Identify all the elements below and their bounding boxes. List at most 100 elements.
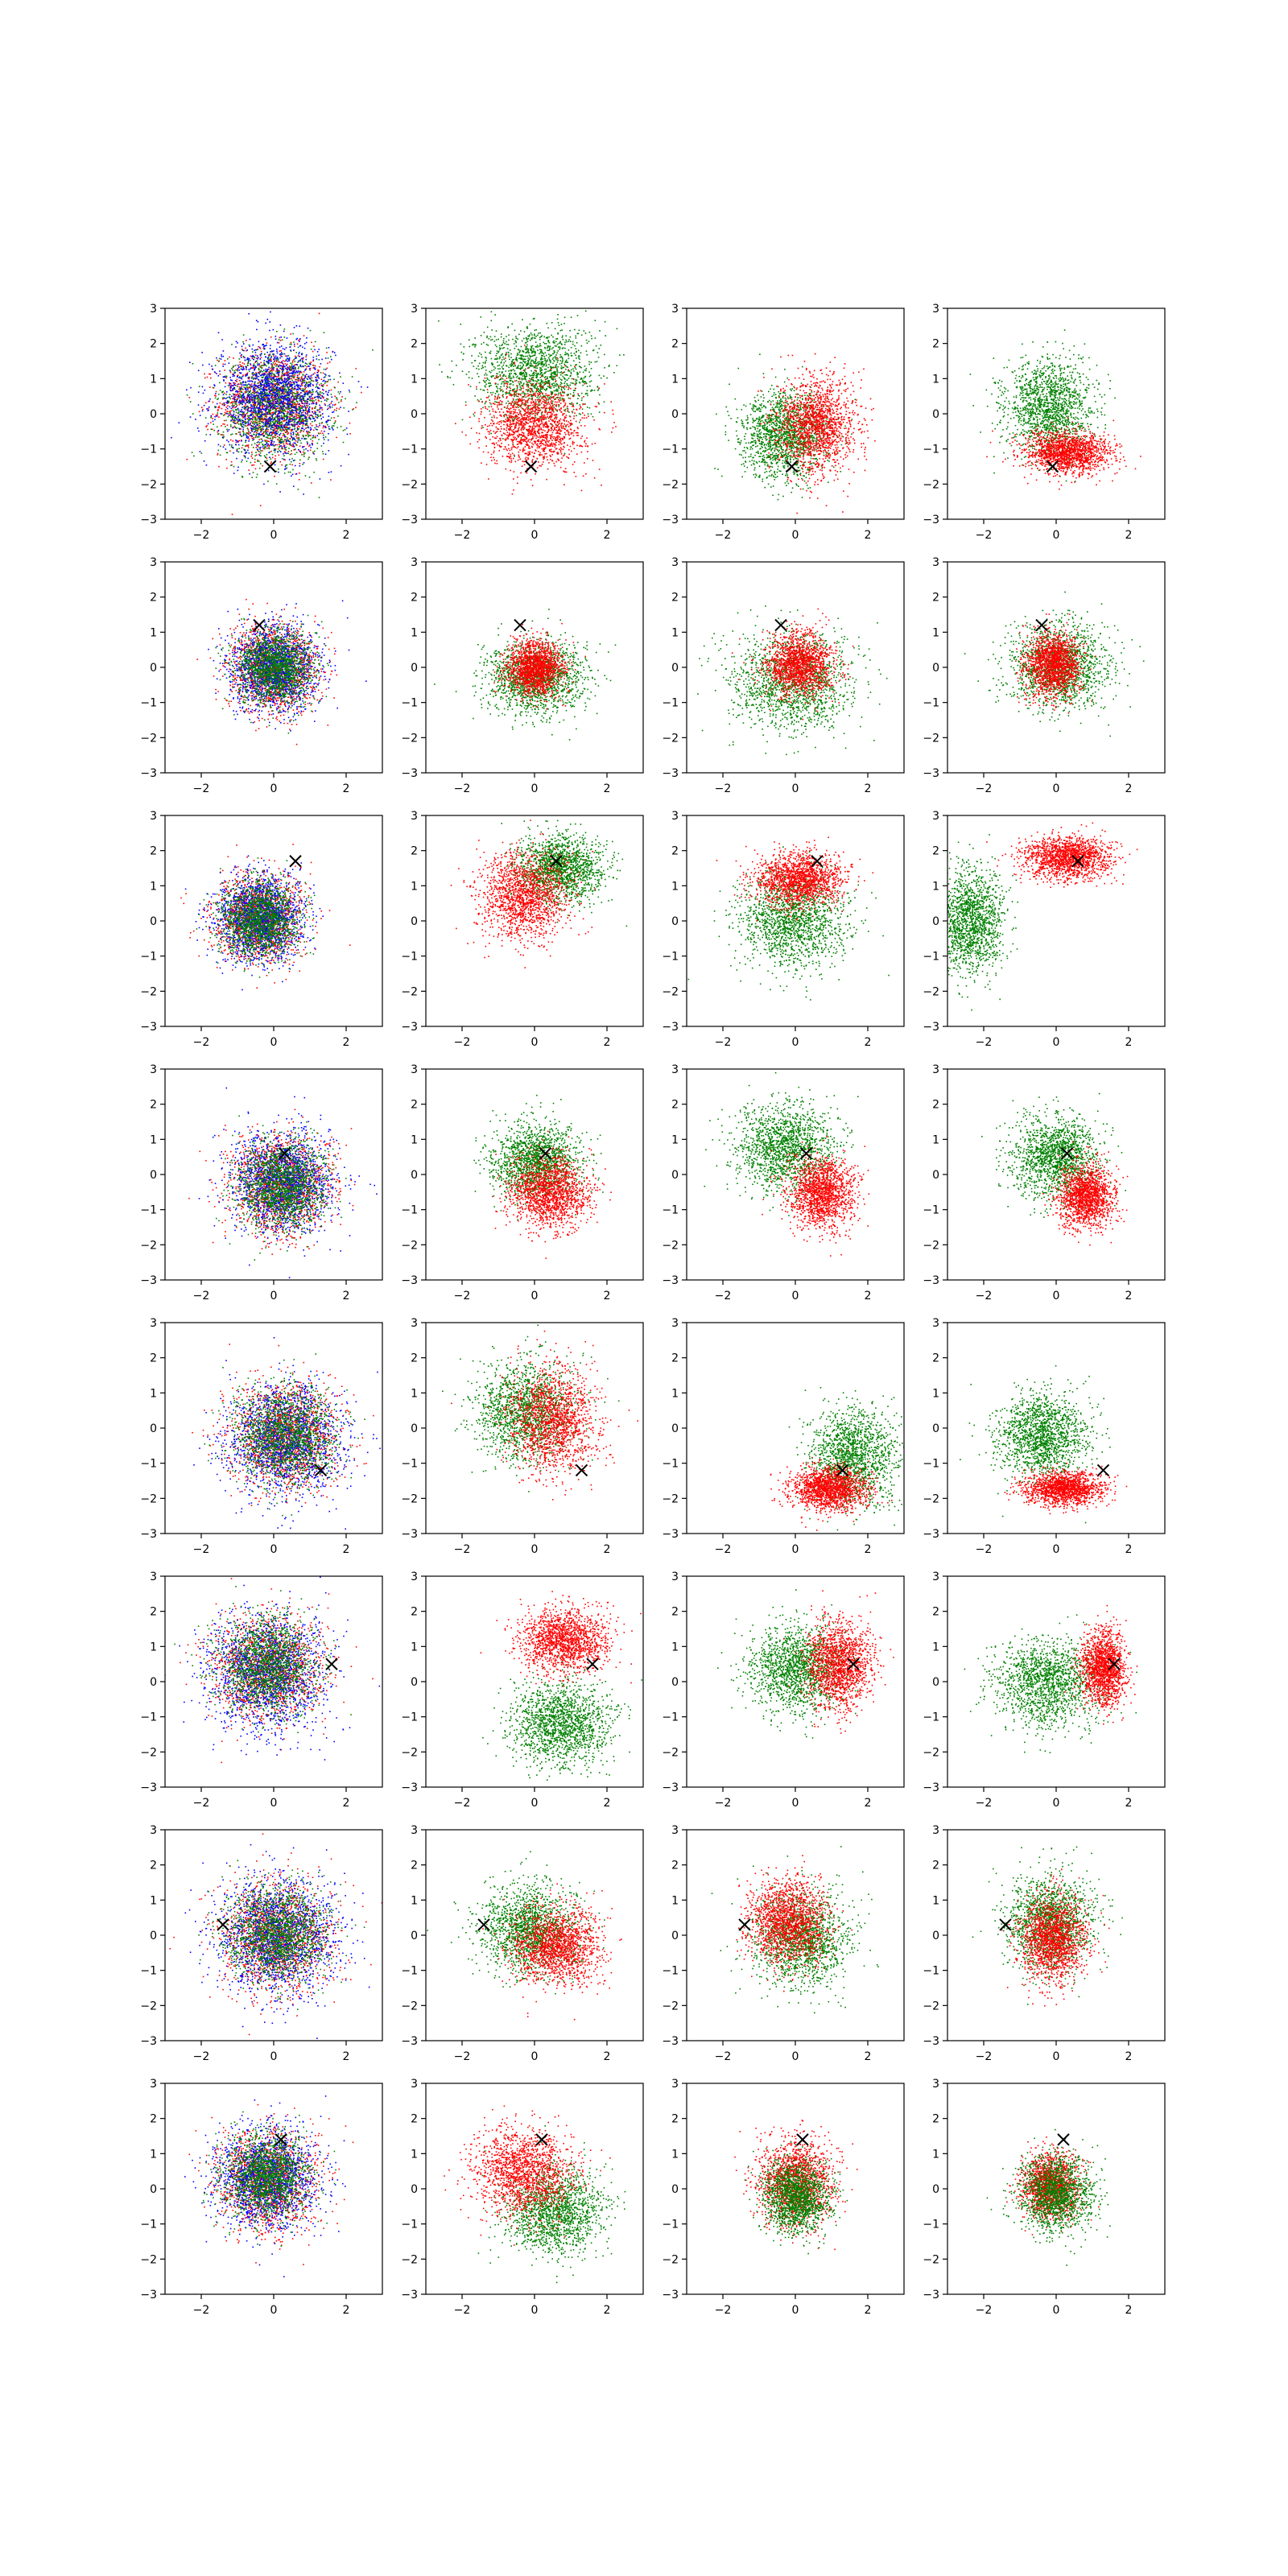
- data-point: [275, 411, 277, 413]
- data-point: [262, 344, 264, 345]
- data-point: [254, 390, 256, 392]
- data-point: [260, 391, 262, 393]
- data-point: [257, 445, 258, 447]
- data-point: [262, 444, 263, 445]
- data-point: [251, 397, 253, 398]
- data-point: [558, 346, 559, 348]
- data-point: [306, 405, 308, 407]
- data-point: [271, 388, 273, 390]
- data-point: [277, 393, 279, 394]
- data-point: [237, 376, 238, 378]
- data-point: [257, 431, 258, 432]
- data-point: [334, 387, 336, 389]
- data-point: [270, 423, 271, 425]
- data-point: [307, 443, 308, 444]
- data-point: [250, 369, 251, 370]
- data-point: [279, 438, 281, 440]
- data-point: [239, 440, 241, 442]
- data-point: [241, 357, 242, 358]
- data-point: [328, 426, 330, 427]
- data-point: [264, 353, 266, 355]
- data-point: [356, 368, 357, 369]
- data-point: [210, 417, 212, 419]
- data-point: [295, 444, 297, 446]
- data-point: [254, 378, 256, 379]
- data-point: [320, 478, 321, 480]
- data-point: [288, 421, 290, 423]
- data-point: [217, 427, 218, 428]
- data-point: [263, 396, 265, 398]
- data-point: [274, 381, 275, 382]
- data-point: [242, 362, 244, 364]
- data-point: [234, 384, 236, 386]
- data-point: [248, 369, 250, 370]
- data-point: [219, 406, 221, 407]
- data-point: [323, 416, 324, 418]
- data-point: [546, 365, 547, 367]
- data-point: [242, 384, 243, 386]
- data-point: [281, 352, 283, 353]
- data-point: [278, 374, 279, 376]
- data-point: [603, 375, 605, 377]
- data-point: [278, 361, 279, 363]
- data-point: [297, 389, 299, 390]
- data-point: [252, 407, 254, 409]
- data-point: [277, 436, 279, 438]
- data-point: [230, 424, 232, 426]
- data-point: [292, 403, 294, 405]
- data-point: [239, 386, 241, 388]
- data-point: [222, 365, 224, 367]
- data-point: [317, 410, 319, 411]
- data-point: [270, 382, 272, 383]
- data-point: [591, 414, 592, 415]
- data-point: [559, 341, 561, 343]
- data-point: [285, 427, 287, 429]
- data-point: [296, 325, 298, 327]
- data-point: [301, 407, 303, 409]
- data-point: [249, 345, 250, 347]
- data-point: [220, 402, 221, 404]
- data-point: [282, 423, 283, 424]
- data-point: [211, 365, 213, 367]
- data-point: [281, 415, 283, 417]
- data-point: [235, 385, 237, 386]
- data-point: [233, 374, 235, 375]
- data-point: [214, 371, 216, 373]
- data-point: [235, 380, 237, 382]
- data-point: [578, 350, 580, 352]
- data-point: [251, 425, 253, 427]
- data-point: [242, 396, 243, 398]
- data-point: [241, 425, 242, 427]
- data-point: [303, 453, 305, 455]
- data-point: [304, 343, 306, 345]
- data-point: [527, 357, 529, 359]
- data-point: [239, 428, 241, 430]
- data-point: [271, 416, 273, 418]
- data-point: [320, 408, 321, 410]
- data-point: [288, 361, 290, 362]
- data-point: [497, 368, 499, 369]
- data-point: [281, 408, 283, 410]
- data-point: [261, 434, 262, 436]
- data-point: [258, 321, 259, 323]
- data-point: [310, 450, 312, 452]
- data-point: [484, 374, 485, 376]
- data-point: [266, 378, 268, 379]
- data-point: [284, 406, 286, 407]
- data-point: [275, 420, 277, 422]
- data-point: [332, 351, 333, 353]
- data-point: [251, 454, 253, 456]
- data-point: [290, 472, 291, 473]
- data-point: [476, 368, 477, 369]
- data-point: [277, 416, 279, 418]
- data-point: [230, 386, 232, 387]
- data-point: [292, 387, 294, 389]
- data-point: [238, 423, 240, 425]
- data-point: [284, 416, 286, 418]
- data-point: [283, 453, 284, 455]
- data-point: [257, 419, 258, 420]
- data-point: [302, 390, 303, 392]
- y-tick-label: −2: [140, 478, 157, 491]
- data-point: [254, 368, 256, 369]
- data-point: [303, 396, 304, 398]
